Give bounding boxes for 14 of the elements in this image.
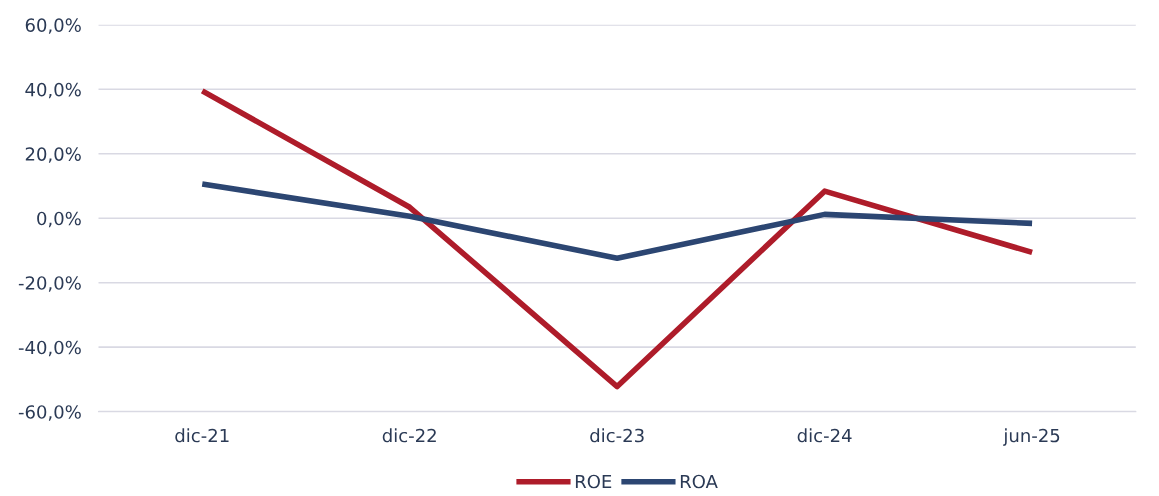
y-tick-label: 60,0%	[25, 18, 81, 34]
y-tick-label: 40,0%	[25, 82, 81, 99]
y-tick-label: -60,0%	[18, 405, 81, 421]
y-tick-label: 0,0%	[37, 211, 81, 228]
x-tick-label: jun-25	[1003, 428, 1060, 446]
legend-label: ROE	[575, 474, 612, 489]
legend-label: ROA	[680, 474, 718, 489]
y-tick-label: -20,0%	[18, 276, 81, 292]
y-tick-label: -40,0%	[18, 340, 81, 357]
x-tick-label: dic-22	[382, 428, 436, 443]
x-tick-label: dic-21	[175, 428, 229, 443]
x-tick-label: dic-23	[590, 428, 644, 443]
x-tick-label: dic-24	[797, 428, 852, 443]
y-tick-label: 20,0%	[25, 147, 81, 163]
